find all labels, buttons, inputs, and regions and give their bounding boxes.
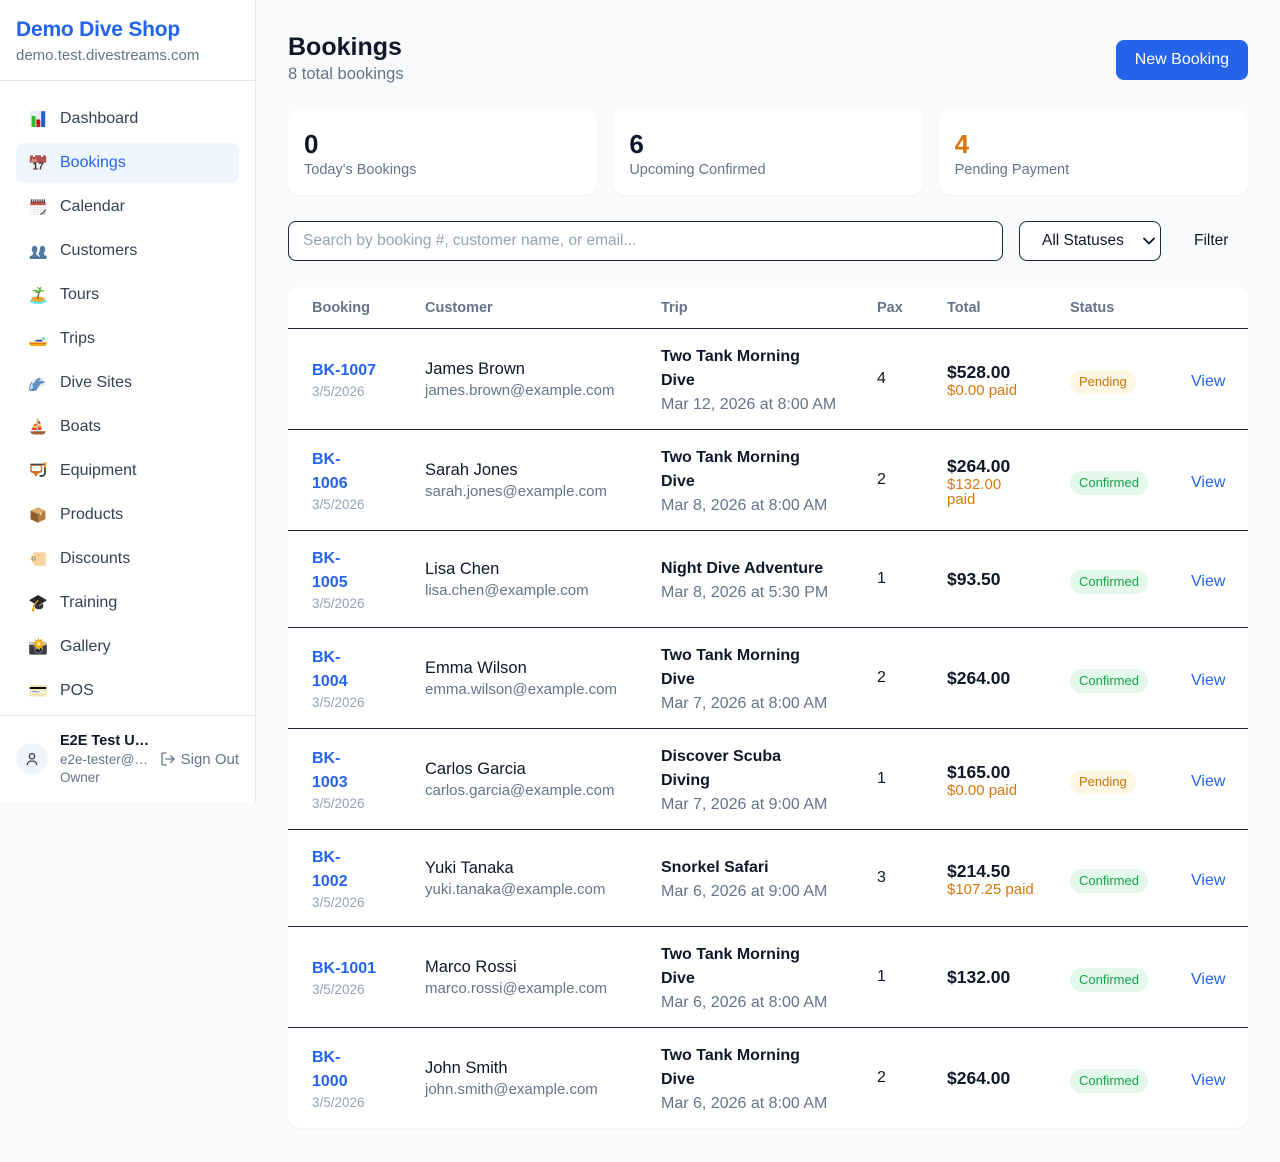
svg-text:17: 17 xyxy=(33,161,45,172)
